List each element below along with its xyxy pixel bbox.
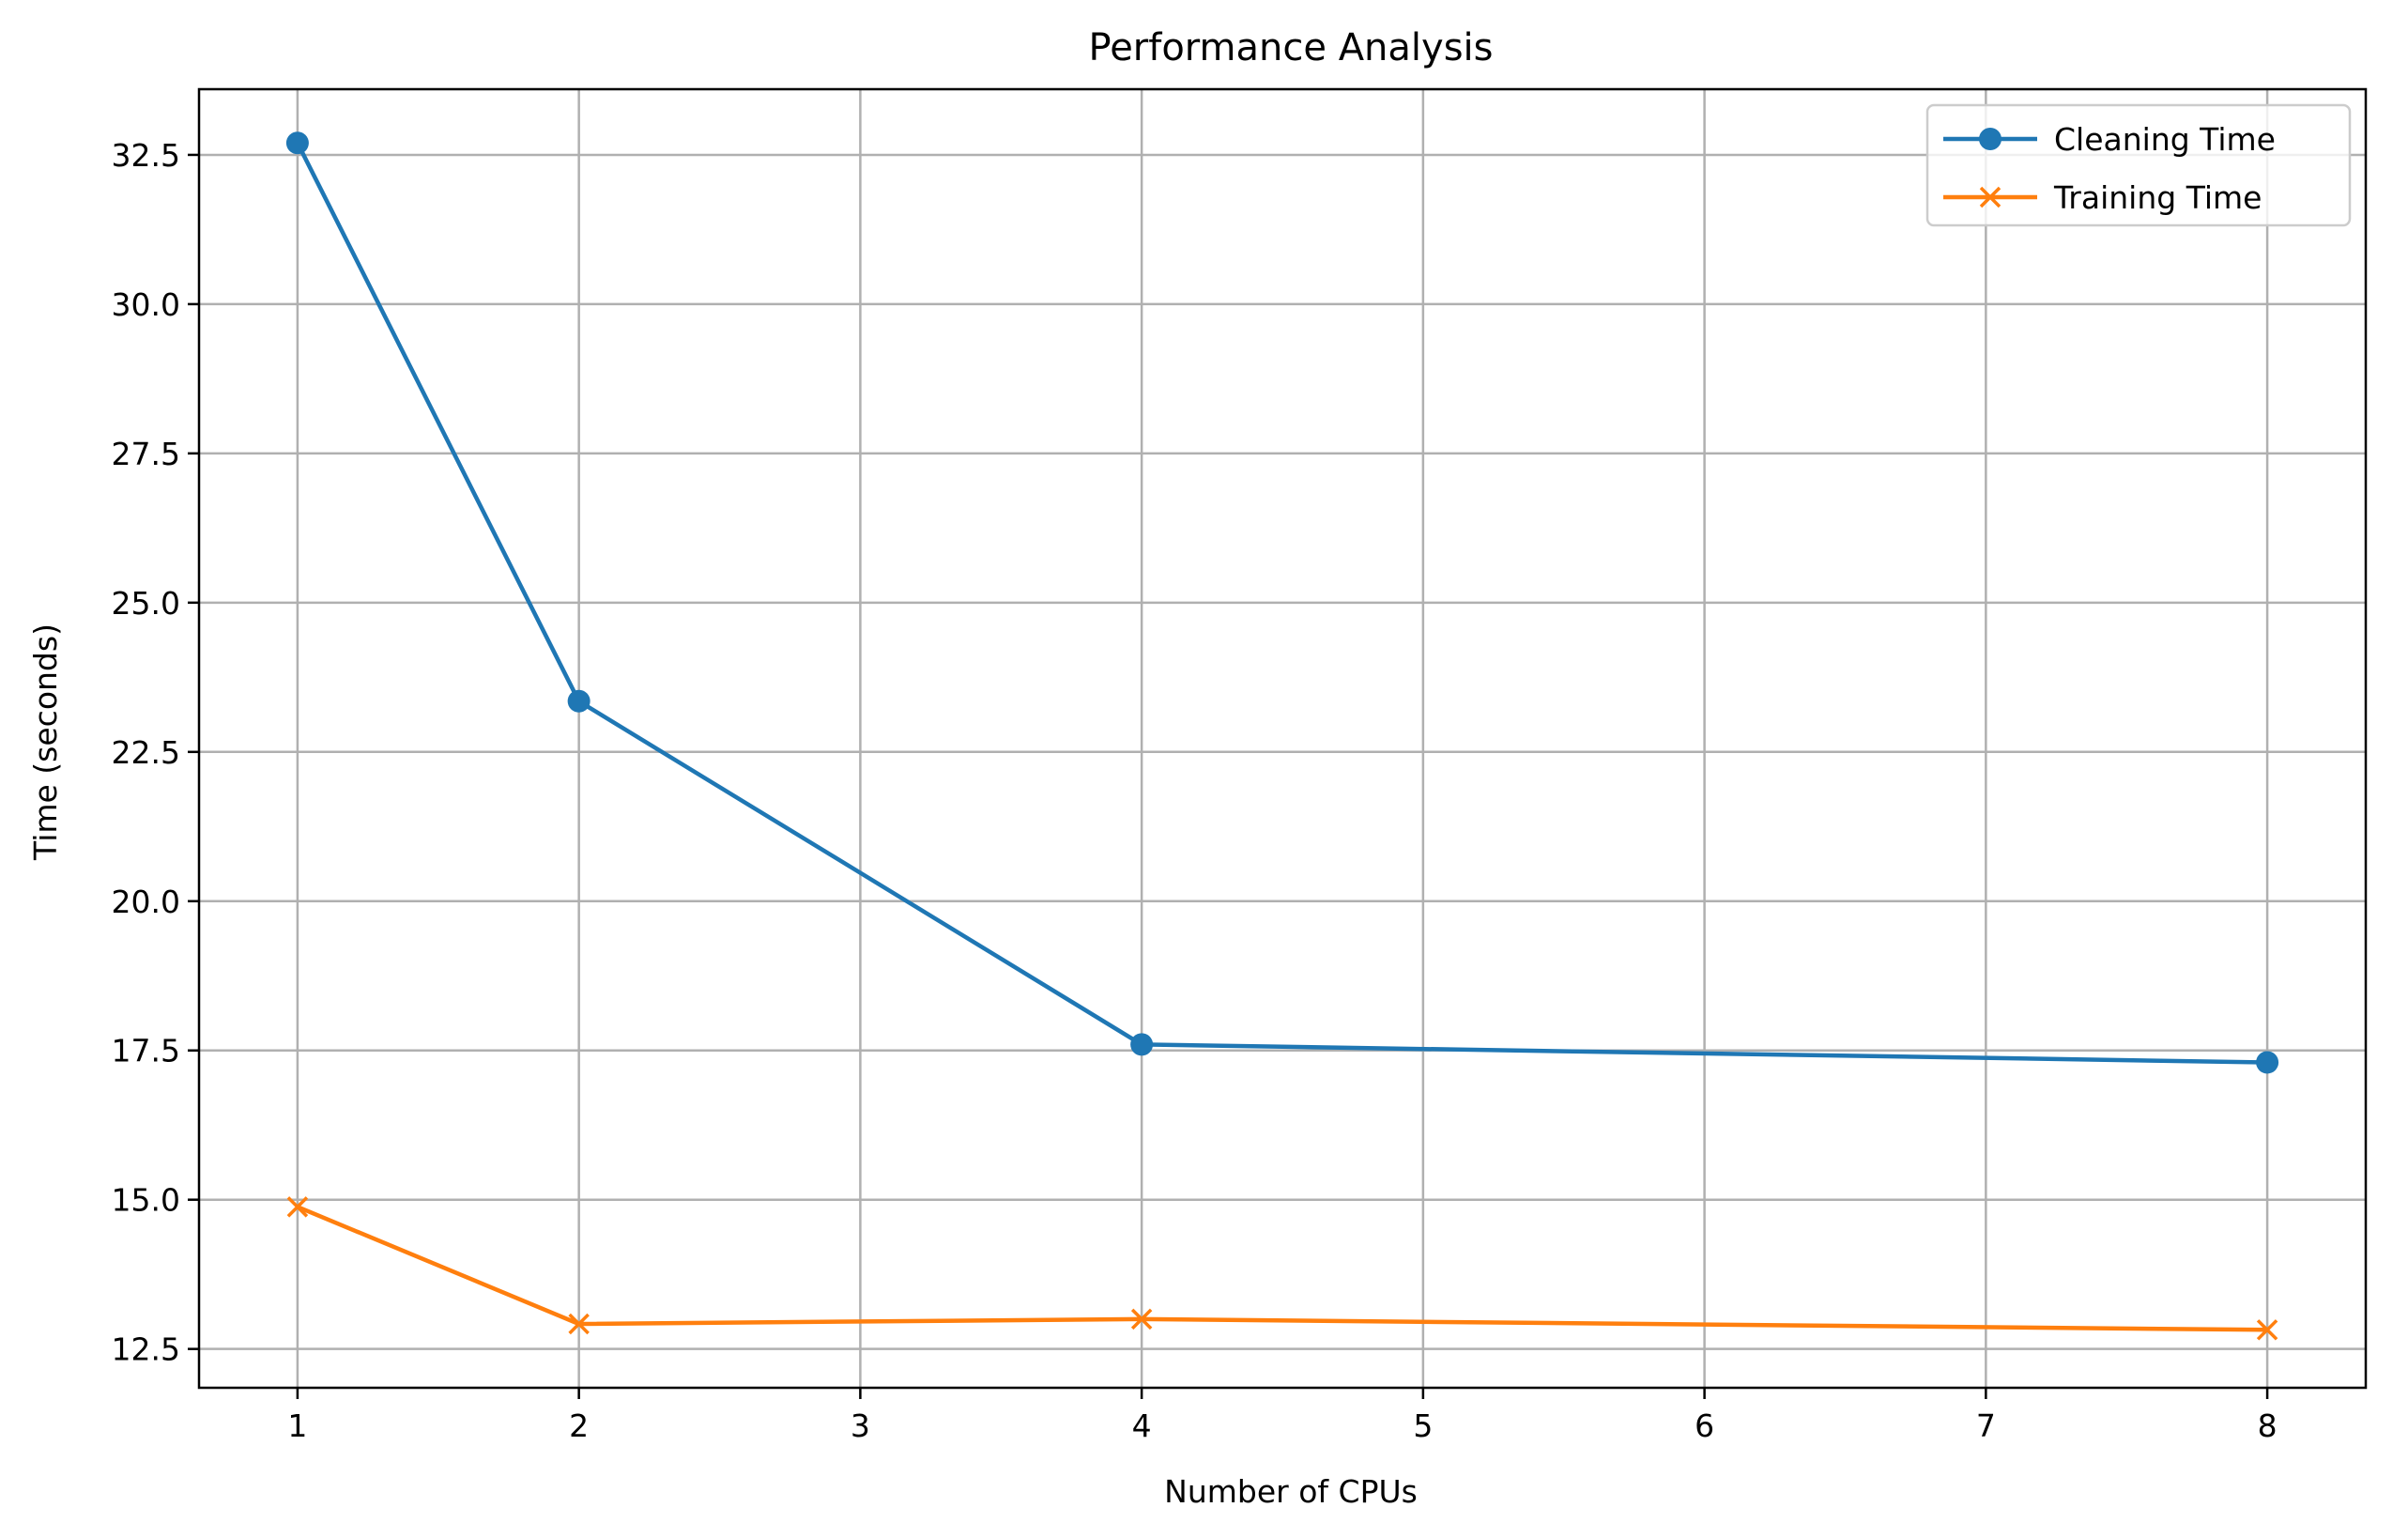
- x-tick-label: 8: [2258, 1407, 2278, 1444]
- data-point: [2256, 1051, 2279, 1074]
- data-point: [568, 1313, 590, 1335]
- x-axis-label: Number of CPUs: [1164, 1473, 1418, 1510]
- legend-item-cleaning-time: Cleaning Time: [1943, 121, 2276, 158]
- legend-label: Training Time: [2053, 179, 2262, 216]
- y-tick-label: 12.5: [112, 1331, 180, 1368]
- x-tick-label: 4: [1132, 1407, 1152, 1444]
- axes: 1 2 3 4 5 6 7 8 12.5 15.0 17.5 20.0 22.5 25.0 27.5 30.0…: [112, 137, 2278, 1444]
- y-tick-label: 20.0: [112, 884, 180, 920]
- y-tick-label: 27.5: [112, 436, 180, 472]
- x-tick-label: 7: [1976, 1407, 1996, 1444]
- data-point: [1130, 1033, 1154, 1056]
- x-tick-label: 2: [569, 1407, 589, 1444]
- legend-label: Cleaning Time: [2054, 121, 2276, 158]
- legend: Cleaning Time Training Time: [1925, 103, 2352, 227]
- data-point: [286, 1196, 309, 1218]
- data-point: [567, 689, 590, 713]
- series-line: [295, 142, 2268, 1065]
- y-tick-label: 25.0: [112, 585, 180, 622]
- plot-frame: [197, 87, 2368, 1390]
- x-tick-label: 3: [851, 1407, 870, 1444]
- series-cleaning-time: [285, 131, 2279, 1074]
- grid: [199, 89, 2366, 1388]
- y-tick-label: 32.5: [112, 137, 180, 174]
- y-tick-label: 30.0: [112, 286, 180, 323]
- x-tick-label: 1: [287, 1407, 307, 1444]
- series-line: [297, 1205, 2268, 1332]
- data-point: [2256, 1319, 2278, 1341]
- chart-title: Performance Analysis: [1089, 26, 1494, 69]
- y-tick-label: 17.5: [112, 1033, 180, 1069]
- legend-marker: [1979, 186, 2002, 208]
- data-point: [1130, 1308, 1153, 1330]
- series-training-time: [286, 1196, 2278, 1341]
- x-tick-label: 6: [1695, 1407, 1714, 1444]
- x-tick-label: 5: [1413, 1407, 1433, 1444]
- legend-marker: [1979, 128, 2002, 150]
- legend-item-training-time: Training Time: [1943, 179, 2262, 216]
- series-layer: [285, 131, 2279, 1341]
- y-axis-label: Time (seconds): [27, 623, 64, 861]
- y-tick-label: 22.5: [112, 734, 180, 771]
- y-tick-label: 15.0: [112, 1182, 180, 1219]
- data-point: [285, 131, 309, 155]
